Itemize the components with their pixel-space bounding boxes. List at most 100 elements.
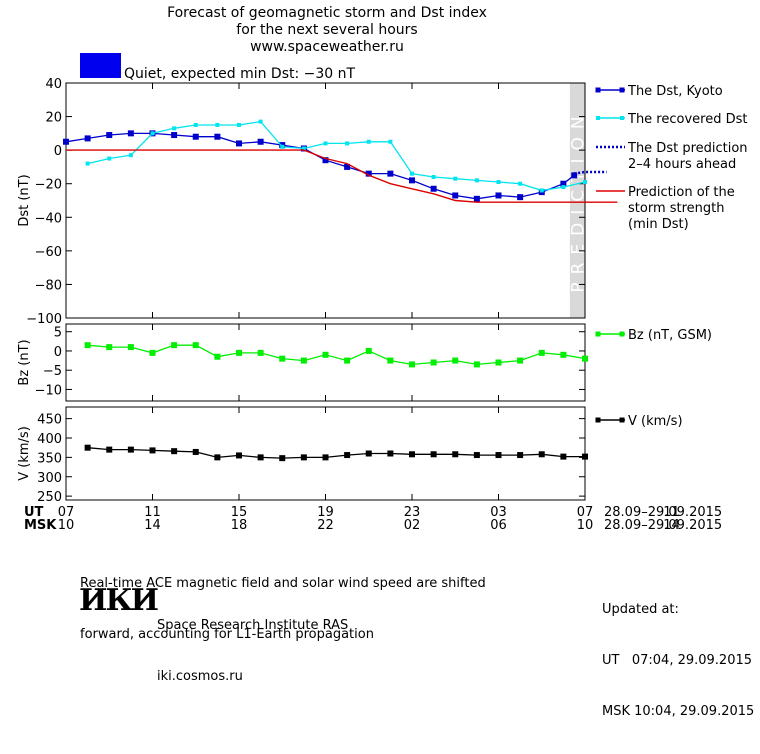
dst-kyoto-point xyxy=(495,192,502,199)
status-text: Quiet, expected min Dst: −30 nT xyxy=(124,66,356,82)
dst-kyoto-point xyxy=(517,194,524,201)
y-tick-label: 450 xyxy=(37,413,62,428)
site-url: www.spaceweather.ru xyxy=(250,39,404,55)
dst-recovered-point xyxy=(518,181,523,186)
dst-kyoto-point xyxy=(473,195,480,202)
y-tick-label: 5 xyxy=(54,326,62,341)
v-point xyxy=(171,448,178,455)
iki-logo: ИКИ xyxy=(79,583,159,618)
dst-kyoto-point xyxy=(409,177,415,184)
bz-point xyxy=(236,349,242,356)
v-point xyxy=(149,447,156,454)
bz-point xyxy=(452,357,459,364)
v-point xyxy=(279,455,286,462)
dst-recovered-point xyxy=(366,139,371,144)
legend-marker xyxy=(620,116,624,120)
dst-recovered-point xyxy=(453,176,458,181)
y-tick-label: −5 xyxy=(43,364,62,379)
v-point xyxy=(560,453,567,460)
msk-tick-label: 14 xyxy=(144,518,161,533)
y-tick-label: −20 xyxy=(35,178,62,193)
v-point xyxy=(409,451,415,458)
msk-tick-label: 10 xyxy=(58,518,75,533)
dst-kyoto-point xyxy=(127,130,134,137)
ut-date-range: 28.09–29.09.2015 xyxy=(604,505,722,520)
bz-line xyxy=(87,344,586,366)
updated-msk: MSK 10:04, 29.09.2015 xyxy=(602,704,755,719)
legend-marker xyxy=(595,417,601,423)
msk-tick-label: 22 xyxy=(317,518,334,533)
updated-ut: UT 07:04, 29.09.2015 xyxy=(602,653,753,668)
v-point xyxy=(214,454,221,461)
legend-marker xyxy=(619,331,625,337)
institute-site[interactable]: iki.cosmos.ru xyxy=(157,669,243,684)
v-point xyxy=(236,452,242,459)
dst-recovered-point xyxy=(85,161,90,166)
y-tick-label: −80 xyxy=(35,278,62,293)
y-axis-label: Dst (nT) xyxy=(17,174,32,226)
bz-point xyxy=(149,349,156,356)
dst-kyoto-point xyxy=(322,157,329,164)
panel-1: PREDICTION 40 20 0 −20 −40 −60 −80 −100 Dst (nT) T… xyxy=(17,77,748,327)
forecast-chart: Forecast of geomagnetic storm and Dst in… xyxy=(17,5,748,533)
msk-tick-label: 06 xyxy=(490,518,507,533)
legend-label: (min Dst) xyxy=(628,217,689,232)
bz-point xyxy=(365,347,372,354)
panel-frame xyxy=(65,323,586,402)
v-point xyxy=(473,452,480,459)
legend-marker xyxy=(595,87,601,93)
bz-point xyxy=(344,357,351,364)
v-point xyxy=(257,454,264,461)
v-point xyxy=(365,450,372,457)
y-axis-label: Bz (nT) xyxy=(17,339,32,385)
v-point xyxy=(387,450,394,457)
storm-prediction-line xyxy=(66,149,618,203)
dst-recovered-point xyxy=(215,122,220,127)
ut-axis-label: UT xyxy=(24,505,44,520)
legend-label: V (km/s) xyxy=(628,414,683,429)
dst-recovered-point xyxy=(410,171,414,176)
v-point xyxy=(127,446,134,453)
dst-recovered-point xyxy=(193,122,198,127)
ut-tick-label: 11 xyxy=(663,505,680,520)
updated-label: Updated at: xyxy=(602,602,679,617)
dst-kyoto-point xyxy=(452,192,459,199)
bz-point xyxy=(192,342,199,349)
dst-recovered-point xyxy=(345,141,350,146)
bz-point xyxy=(409,361,415,368)
y-tick-label: 20 xyxy=(45,111,62,126)
msk-tick-label: 18 xyxy=(231,518,248,533)
dst-kyoto-point xyxy=(257,138,264,145)
v-point xyxy=(192,448,199,455)
msk-tick-label: 10 xyxy=(577,518,594,533)
bz-point xyxy=(171,342,178,349)
forecast-page: Forecast of geomagnetic storm and Dst in… xyxy=(17,5,754,719)
bz-point xyxy=(322,351,329,358)
bz-point xyxy=(560,351,567,358)
dst-recovered-point xyxy=(280,144,285,149)
v-point xyxy=(84,444,91,451)
ut-tick-label: 07 xyxy=(58,505,75,520)
dst-kyoto-point xyxy=(236,140,242,147)
legend-label: 2–4 hours ahead xyxy=(628,157,736,172)
bz-point xyxy=(127,344,134,351)
bz-point xyxy=(214,353,221,360)
legend-marker xyxy=(595,331,601,337)
msk-tick-label: 14 xyxy=(663,518,680,533)
legend-marker xyxy=(596,116,600,120)
legend-label: Prediction of the xyxy=(628,185,735,200)
prediction-label: PREDICTION xyxy=(568,108,588,292)
dst-recovered-point xyxy=(474,178,479,183)
dst-recovered-point xyxy=(583,180,587,185)
updated-block: Updated at: UT 07:04, 29.09.2015 MSK 10:… xyxy=(602,567,754,754)
dst-recovered-point xyxy=(561,185,566,190)
y-tick-label: 400 xyxy=(37,432,62,447)
v-point xyxy=(517,452,524,459)
v-point xyxy=(344,452,351,459)
ut-tick-label: 23 xyxy=(404,505,421,520)
panel-frame xyxy=(65,406,586,501)
ut-tick-label: 15 xyxy=(231,505,248,520)
dst-recovered-line xyxy=(87,120,586,192)
bz-point xyxy=(106,344,113,351)
